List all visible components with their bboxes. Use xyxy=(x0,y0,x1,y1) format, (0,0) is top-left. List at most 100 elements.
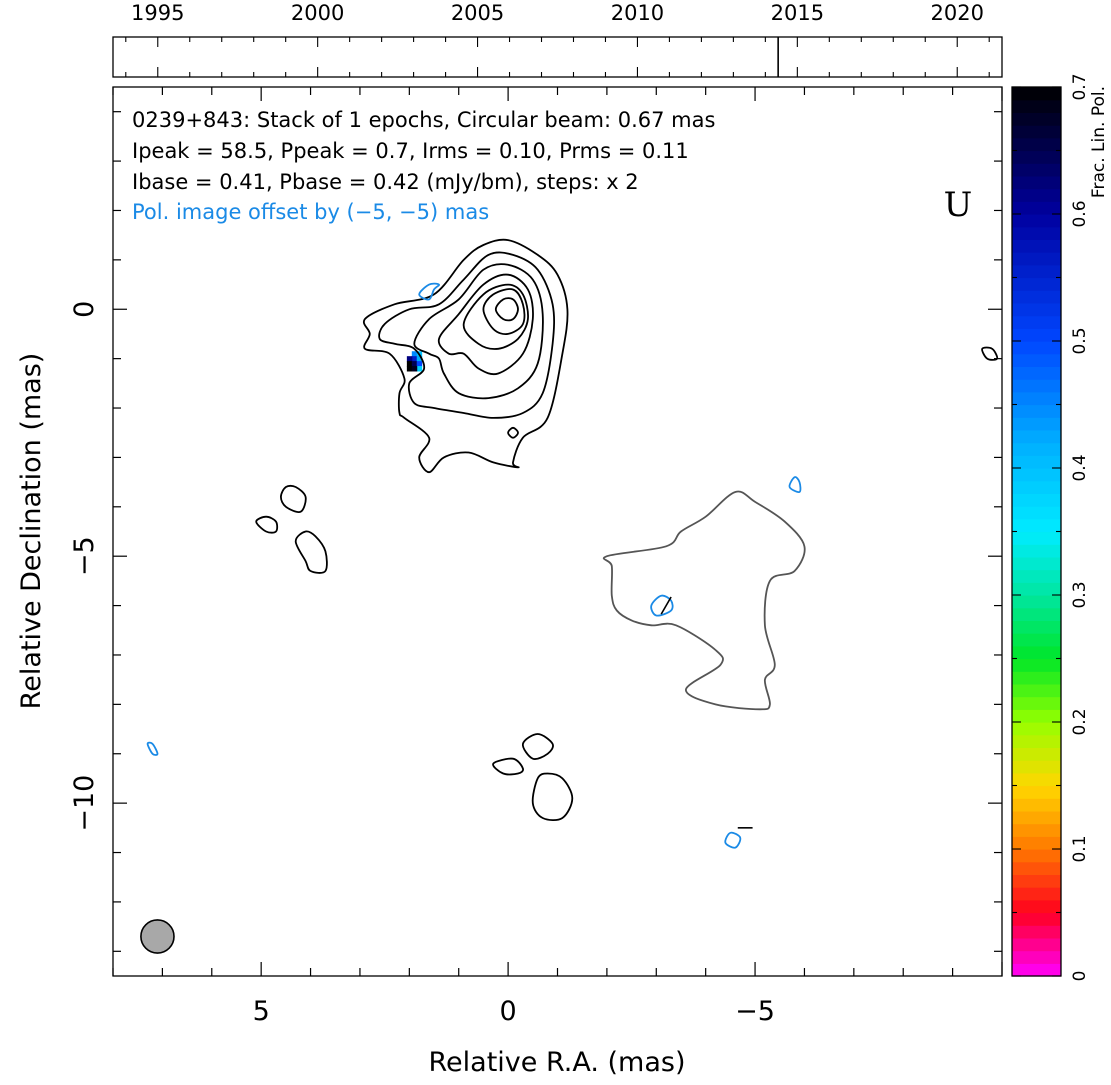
colorbar-step xyxy=(1012,125,1061,139)
colorbar-step xyxy=(1012,633,1061,647)
colorbar-step xyxy=(1012,823,1061,837)
colorbar-step xyxy=(1012,836,1061,850)
band-label: U xyxy=(944,185,973,225)
colorbar-step xyxy=(1012,506,1061,520)
colorbar-step xyxy=(1012,277,1061,291)
stokes-i-contour-4 xyxy=(462,283,529,350)
y-tick-label: 0 xyxy=(69,301,100,318)
colorbar-step xyxy=(1012,582,1061,596)
y-tick-labels: 0 −5 −10 xyxy=(69,301,100,832)
colorbar-step xyxy=(1012,468,1061,482)
timeline-year-label: 2000 xyxy=(291,1,344,25)
y-tick-label: −5 xyxy=(69,536,100,576)
stokes-i-contour-7 xyxy=(507,426,519,439)
colorbar-step xyxy=(1012,925,1061,939)
frac-pol-pixel-7 xyxy=(416,361,423,367)
colorbar-step xyxy=(1012,252,1061,266)
timeline-year-label: 2020 xyxy=(931,1,984,25)
colorbar-step xyxy=(1012,112,1061,126)
stokes-i-contour-13 xyxy=(531,772,574,821)
colorbar-step xyxy=(1012,239,1061,253)
frac-pol-pixel-9 xyxy=(406,366,413,372)
colorbar-ticks xyxy=(1012,86,1061,977)
stokes-i-contour-14 xyxy=(981,346,999,361)
colorbar-tick-label: 0.7 xyxy=(1070,73,1090,100)
timeline-panel: 1995 2000 2005 2010 2015 2020 xyxy=(112,1,1003,78)
polarization-contour-2 xyxy=(788,476,802,494)
stokes-i-contour-8 xyxy=(279,484,307,513)
frac-pol-pixel-0 xyxy=(411,351,418,357)
stokes-i-contour-5 xyxy=(482,288,526,336)
colorbar-step xyxy=(1012,861,1061,875)
colorbar-step xyxy=(1012,315,1061,329)
y-axis-label: Relative Declination (mas) xyxy=(16,353,47,710)
evpa-ticks xyxy=(660,596,753,829)
stokes-i-contours xyxy=(255,238,999,821)
colorbar-step xyxy=(1012,404,1061,418)
colorbar-step xyxy=(1012,302,1061,317)
polarization-contour-3 xyxy=(146,741,159,756)
stokes-i-contour-1 xyxy=(378,251,555,419)
beam-circle xyxy=(140,919,175,954)
colorbar-step xyxy=(1012,493,1061,507)
colorbar-step xyxy=(1012,658,1061,672)
frac-pol-pixel-2 xyxy=(411,356,418,362)
colorbar-step xyxy=(1012,912,1061,926)
colorbar-step xyxy=(1012,99,1061,113)
title-line-3: Ibase = 0.41, Pbase = 0.42 (mJy/bm), ste… xyxy=(132,170,639,194)
colorbar-step xyxy=(1012,442,1061,456)
polarization-contours xyxy=(146,282,802,849)
colorbar-tick-label: 0.6 xyxy=(1070,200,1090,227)
colorbar-step xyxy=(1012,772,1061,787)
colorbar-step xyxy=(1012,569,1061,583)
colorbar-tick-label: 0 xyxy=(1070,971,1090,982)
colorbar-step xyxy=(1012,709,1061,723)
colorbar-step xyxy=(1012,849,1061,863)
colorbar-step xyxy=(1012,175,1061,190)
y-tick-label: −10 xyxy=(69,775,100,832)
frac-pol-pixel-10 xyxy=(411,366,418,372)
colorbar-tick-label: 0.3 xyxy=(1070,581,1090,608)
colorbar-step xyxy=(1012,214,1061,228)
colorbar-tick-label: 0.4 xyxy=(1070,454,1090,481)
polarization-contour-0 xyxy=(418,282,440,301)
colorbar-step xyxy=(1012,328,1061,342)
colorbar-step xyxy=(1012,544,1061,558)
colorbar-step xyxy=(1012,899,1061,914)
colorbar-step xyxy=(1012,963,1061,977)
colorbar-step xyxy=(1012,518,1061,533)
colorbar-step xyxy=(1012,734,1061,748)
negative-contour-0 xyxy=(602,490,806,711)
colorbar-step xyxy=(1012,607,1061,621)
colorbar-step xyxy=(1012,290,1061,304)
colorbar-gradient xyxy=(1012,87,1061,977)
x-tick-label: −5 xyxy=(735,996,775,1027)
map-panel: 5 0 −5 0 −5 −10 0239+843: Stack of 1 epochs,… xyxy=(16,86,1003,1078)
colorbar-step xyxy=(1012,722,1061,736)
title-line-1: 0239+843: Stack of 1 epochs, Circular be… xyxy=(132,108,715,132)
colorbar-label: Frac. Lin. Pol. xyxy=(1089,86,1109,198)
colorbar-step xyxy=(1012,188,1061,202)
colorbar-step xyxy=(1012,366,1061,380)
frac-pol-pixel-4 xyxy=(406,356,413,362)
stokes-i-contour-2 xyxy=(413,263,544,400)
colorbar-step xyxy=(1012,201,1061,215)
stokes-i-contour-9 xyxy=(255,515,279,534)
colorbar-step xyxy=(1012,163,1061,177)
timeline-ticks xyxy=(125,37,990,77)
colorbar-step xyxy=(1012,556,1061,571)
colorbar-step xyxy=(1012,429,1061,444)
colorbar-step xyxy=(1012,671,1061,685)
colorbar-step xyxy=(1012,264,1061,279)
colorbar-step xyxy=(1012,810,1061,825)
polarization-contour-1 xyxy=(650,594,674,617)
stokes-i-contour-11 xyxy=(521,733,554,760)
colorbar-step xyxy=(1012,620,1061,634)
colorbar-step xyxy=(1012,455,1061,469)
timeline-year-label: 2005 xyxy=(451,1,504,25)
frac-pol-pixel-8 xyxy=(416,366,423,372)
colorbar-step xyxy=(1012,950,1061,964)
map-ticks xyxy=(112,87,1003,976)
colorbar-step xyxy=(1012,150,1061,164)
